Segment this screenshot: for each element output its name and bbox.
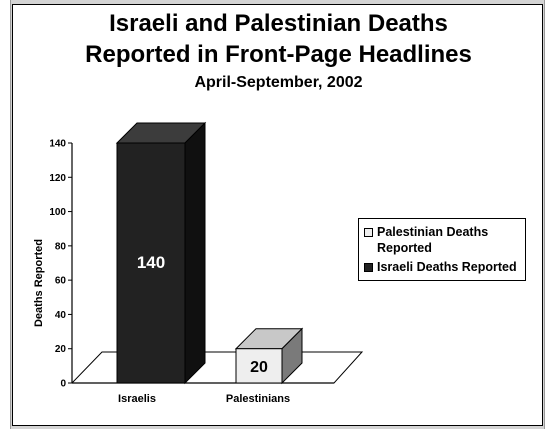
chart-title: Israeli and Palestinian Deaths — [109, 10, 448, 37]
legend: Palestinian Deaths Reported Israeli Deat… — [358, 218, 526, 281]
y-tick-label: 80 — [55, 241, 67, 252]
bar-israelis: 140 — [115, 121, 207, 385]
x-tick-label: Israelis — [118, 393, 156, 405]
legend-swatch-palestinian — [364, 228, 373, 237]
chart-subtitle: April-September, 2002 — [194, 74, 363, 91]
y-tick-label: 100 — [49, 207, 66, 218]
legend-item-israeli: Israeli Deaths Reported — [363, 259, 521, 275]
bar-side-face — [184, 121, 206, 385]
data-label: 140 — [137, 253, 165, 272]
y-tick-label: 0 — [60, 379, 66, 390]
bar-palestinians: 20 — [234, 327, 304, 385]
y-tick-label: 40 — [55, 310, 67, 321]
y-tick-label: 140 — [49, 139, 66, 150]
y-tick-label: 20 — [55, 344, 67, 355]
bar-front-face — [116, 142, 186, 384]
data-label: 20 — [250, 359, 268, 376]
y-tick-label: 120 — [49, 173, 66, 184]
legend-label-palestinian: Palestinian Deaths Reported — [377, 225, 489, 255]
chart-title-line2: Reported in Front-Page Headlines — [85, 41, 472, 68]
x-tick-label: Palestinians — [226, 393, 290, 405]
bar-front-face — [235, 348, 283, 384]
legend-swatch-israeli — [364, 263, 373, 272]
y-axis-title: Deaths Reported — [33, 239, 45, 327]
floor-plane — [70, 351, 364, 384]
legend-label-israeli: Israeli Deaths Reported — [377, 260, 517, 274]
y-tick-label: 60 — [55, 276, 67, 287]
legend-item-palestinian: Palestinian Deaths Reported — [363, 224, 521, 256]
